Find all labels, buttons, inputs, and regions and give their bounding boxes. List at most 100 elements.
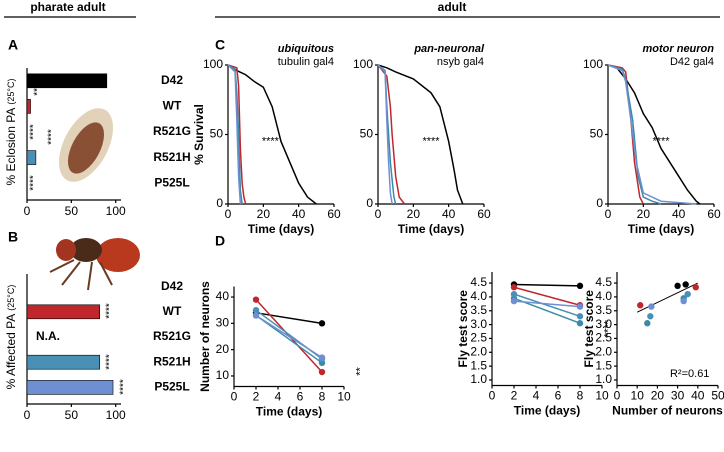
y-tick-label: 0 (366, 196, 373, 210)
y-tick-label: 20 (216, 342, 230, 356)
x-tick-label: 50 (65, 204, 79, 218)
y-axis-label: Fly test score (582, 290, 596, 368)
y-tick-label: 100 (353, 57, 373, 71)
y-tick-label: 50 (590, 127, 604, 141)
y-tick-label: 2.0 (595, 344, 612, 358)
category-label: R521G (153, 329, 191, 343)
bar (26, 99, 31, 114)
y-tick-label: 4.5 (470, 275, 487, 289)
annotation: **** (33, 80, 44, 96)
x-tick-label: 40 (292, 207, 306, 221)
bar (26, 354, 101, 370)
chart-subtitle: D42 gal4 (670, 56, 714, 68)
x-tick-label: 0 (614, 389, 621, 403)
chart-title: motor neuron (643, 43, 715, 55)
bar (26, 380, 114, 395)
x-tick-label: 8 (319, 390, 326, 404)
annotation: **** (105, 354, 116, 370)
category-label: D42 (161, 73, 183, 87)
series-line (513, 293, 581, 318)
y-tick-label: 4.0 (470, 289, 487, 303)
point (318, 354, 326, 361)
x-tick-label: 0 (24, 408, 31, 422)
series-line (377, 64, 406, 205)
x-tick-label: 40 (691, 389, 705, 403)
category-label: R521H (153, 150, 190, 164)
series-line (377, 64, 393, 205)
x-tick-label: 2 (253, 390, 260, 404)
y-tick-label: 0 (216, 196, 223, 210)
point (318, 320, 326, 327)
y-tick-label: 30 (216, 316, 230, 330)
point (647, 313, 654, 320)
y-tick-label: 2.0 (470, 344, 487, 358)
x-tick-label: 2 (511, 389, 518, 403)
y-tick-label: 4.0 (595, 289, 612, 303)
category-label: R521G (153, 124, 191, 138)
series-line (377, 64, 397, 205)
series-line (255, 312, 323, 325)
x-tick-label: 10 (595, 389, 609, 403)
x-tick-label: 8 (577, 389, 584, 403)
annotation: **** (119, 379, 130, 395)
header: adult (438, 0, 467, 14)
series-line (227, 64, 317, 205)
x-tick-label: 20 (637, 207, 651, 221)
x-tick-label: 4 (533, 389, 540, 403)
point (682, 281, 689, 288)
annotation: **** (603, 319, 615, 337)
y-axis-label: Number of neurons (198, 281, 212, 392)
x-tick-label: 0 (24, 204, 31, 218)
y-axis-label: % Survival (192, 104, 206, 165)
y-tick-label: 1.5 (595, 358, 612, 372)
y-tick-label: 100 (203, 57, 223, 71)
x-tick-label: 20 (407, 207, 421, 221)
panel-label: D (215, 233, 225, 249)
x-axis-label: Time (days) (248, 222, 314, 236)
pupa-photo (58, 108, 114, 182)
x-axis-label: Time (days) (628, 222, 694, 236)
series-line (255, 314, 323, 359)
y-axis-label-note: (25°C) (6, 79, 16, 105)
y-tick-label: 4.5 (595, 275, 612, 289)
point (674, 282, 681, 290)
x-tick-label: 6 (555, 389, 562, 403)
point (252, 312, 260, 319)
trend-line (636, 282, 699, 313)
x-tick-label: 40 (442, 207, 456, 221)
point (680, 297, 687, 305)
point (510, 284, 518, 291)
y-axis-label-note: (25°C) (6, 285, 16, 311)
annotation: **** (29, 124, 40, 140)
point (576, 320, 584, 327)
x-tick-label: 10 (631, 389, 645, 403)
series-line (377, 64, 464, 205)
annotation: N.A. (36, 329, 60, 343)
series-line (513, 286, 581, 306)
point (510, 297, 518, 305)
point (510, 290, 518, 298)
x-tick-label: 0 (375, 207, 382, 221)
x-axis-label: Time (days) (398, 222, 464, 236)
bar (26, 304, 101, 320)
category-label: D42 (161, 279, 183, 293)
x-tick-label: 0 (605, 207, 612, 221)
x-tick-label: 60 (327, 207, 341, 221)
y-tick-label: 100 (583, 57, 603, 71)
y-axis-label: % Affected PA (25°C) (4, 285, 18, 390)
y-axis-label: Fly test score (456, 290, 470, 368)
x-tick-label: 4 (275, 390, 282, 404)
category-label: P525L (154, 175, 189, 189)
point (648, 303, 655, 310)
series-line (227, 64, 243, 205)
series-line (513, 283, 581, 287)
y-tick-label: 1.0 (470, 372, 487, 386)
bar (26, 150, 37, 165)
point (318, 368, 326, 376)
x-tick-label: 0 (225, 207, 232, 221)
annotation: R²=0.61 (670, 368, 709, 380)
x-axis-label: Time (days) (256, 405, 322, 419)
x-axis-label: Number of neurons (612, 404, 723, 418)
annotation: **** (29, 175, 40, 191)
